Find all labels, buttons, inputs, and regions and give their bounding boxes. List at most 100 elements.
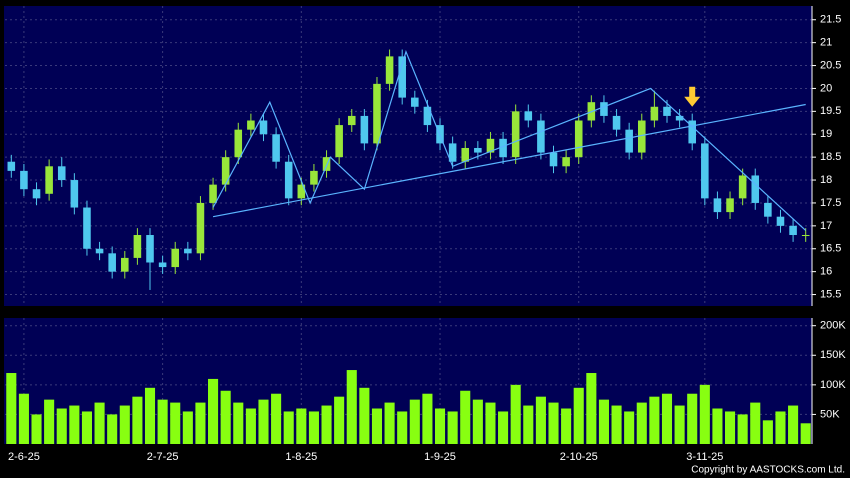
volume-bar (94, 402, 105, 444)
volume-bar (346, 370, 357, 444)
y-tick-label: 16 (820, 266, 832, 278)
volume-bar (359, 387, 370, 444)
volume-bar (687, 393, 698, 444)
x-tick-label: 3-11-25 (686, 451, 723, 463)
candle-body (675, 115, 684, 121)
volume-bar (750, 402, 761, 444)
volume-bar (258, 399, 269, 444)
volume-bar (724, 411, 736, 444)
volume-bar (434, 408, 446, 444)
volume-bar (283, 411, 294, 444)
candle-body (310, 170, 318, 185)
volume-bar (397, 411, 408, 444)
volume-bar (144, 387, 156, 444)
volume-bar (636, 402, 647, 444)
candle-body (70, 180, 79, 208)
candle-body (32, 189, 41, 199)
volume-bar (788, 405, 799, 444)
candle-body (347, 115, 356, 126)
x-tick-label: 2-10-25 (560, 451, 598, 463)
candle-body (486, 138, 495, 153)
y-tick-label: 15.5 (820, 288, 841, 300)
candle-body (20, 170, 28, 190)
volume-bar (271, 393, 282, 444)
trendline (452, 87, 807, 231)
candle-body (499, 138, 507, 158)
candle-body (448, 143, 457, 162)
candle-body (776, 216, 785, 226)
volume-bar (800, 423, 811, 444)
volume-bar (371, 408, 383, 444)
candle-body (701, 143, 709, 199)
volume-bar (31, 414, 42, 444)
x-tick-label: 2-7-25 (147, 451, 179, 463)
volume-bar (422, 393, 433, 444)
candle-body (247, 120, 255, 130)
volume-bar (132, 396, 143, 444)
volume-bar (334, 396, 345, 444)
y-tick-label: 17 (820, 220, 832, 232)
volume-bar (561, 408, 572, 444)
volume-bar (107, 414, 118, 444)
candle-body (801, 235, 810, 237)
candle-body (537, 120, 545, 153)
candle-body (385, 56, 394, 84)
volume-bar (661, 393, 673, 444)
volume-bar (447, 411, 458, 444)
volume-bar (245, 408, 256, 444)
volume-bar (44, 399, 55, 444)
candle-body (171, 248, 180, 268)
candle-body (789, 225, 797, 236)
candle-body (259, 120, 268, 135)
candle-body (184, 248, 192, 254)
candle-body (764, 202, 772, 217)
candle-body (272, 134, 280, 162)
candle-body (108, 253, 116, 272)
candle-body (738, 175, 747, 199)
candle-body (663, 106, 671, 116)
volume-bar (18, 393, 29, 444)
volume-bar (737, 414, 748, 444)
volume-bar (321, 405, 332, 444)
y-tick-label: 21.5 (820, 14, 841, 26)
volume-bar (611, 405, 622, 444)
candle-body (713, 198, 722, 213)
candle-body (650, 106, 659, 121)
volume-bar (548, 402, 559, 444)
volume-bar (573, 387, 584, 444)
y-tick-label: 20 (820, 82, 832, 94)
volume-bar (649, 396, 660, 444)
candle-body (45, 166, 53, 194)
candle-body (146, 235, 154, 263)
candle-body (360, 115, 369, 144)
candle-body (284, 161, 293, 199)
candle-body (612, 115, 621, 130)
volume-bar (119, 405, 130, 444)
volume-bar (384, 402, 395, 444)
volume-bar (498, 411, 509, 444)
volume-bar (674, 405, 685, 444)
volume-bar (233, 402, 244, 444)
candle-body (373, 83, 381, 144)
candle-body (158, 262, 167, 268)
trendline (212, 50, 454, 208)
volume-bar (170, 402, 181, 444)
candle-body (322, 157, 331, 171)
volume-bar (220, 390, 231, 444)
candle-body (7, 161, 16, 171)
candle-body (600, 102, 608, 116)
y-tick-label: 19 (820, 128, 832, 140)
y-tick-label: 18 (820, 174, 832, 186)
volume-bar (409, 399, 420, 444)
candle-body (221, 157, 230, 185)
candle-body (574, 120, 583, 158)
volume-bar (762, 420, 773, 444)
volume-bar (81, 411, 93, 444)
x-tick-label: 1-8-25 (285, 451, 317, 463)
candle-body (121, 257, 129, 272)
candle-body (726, 198, 734, 213)
candle-body (625, 129, 633, 153)
volume-bar (182, 411, 193, 444)
candle-body (95, 248, 104, 254)
